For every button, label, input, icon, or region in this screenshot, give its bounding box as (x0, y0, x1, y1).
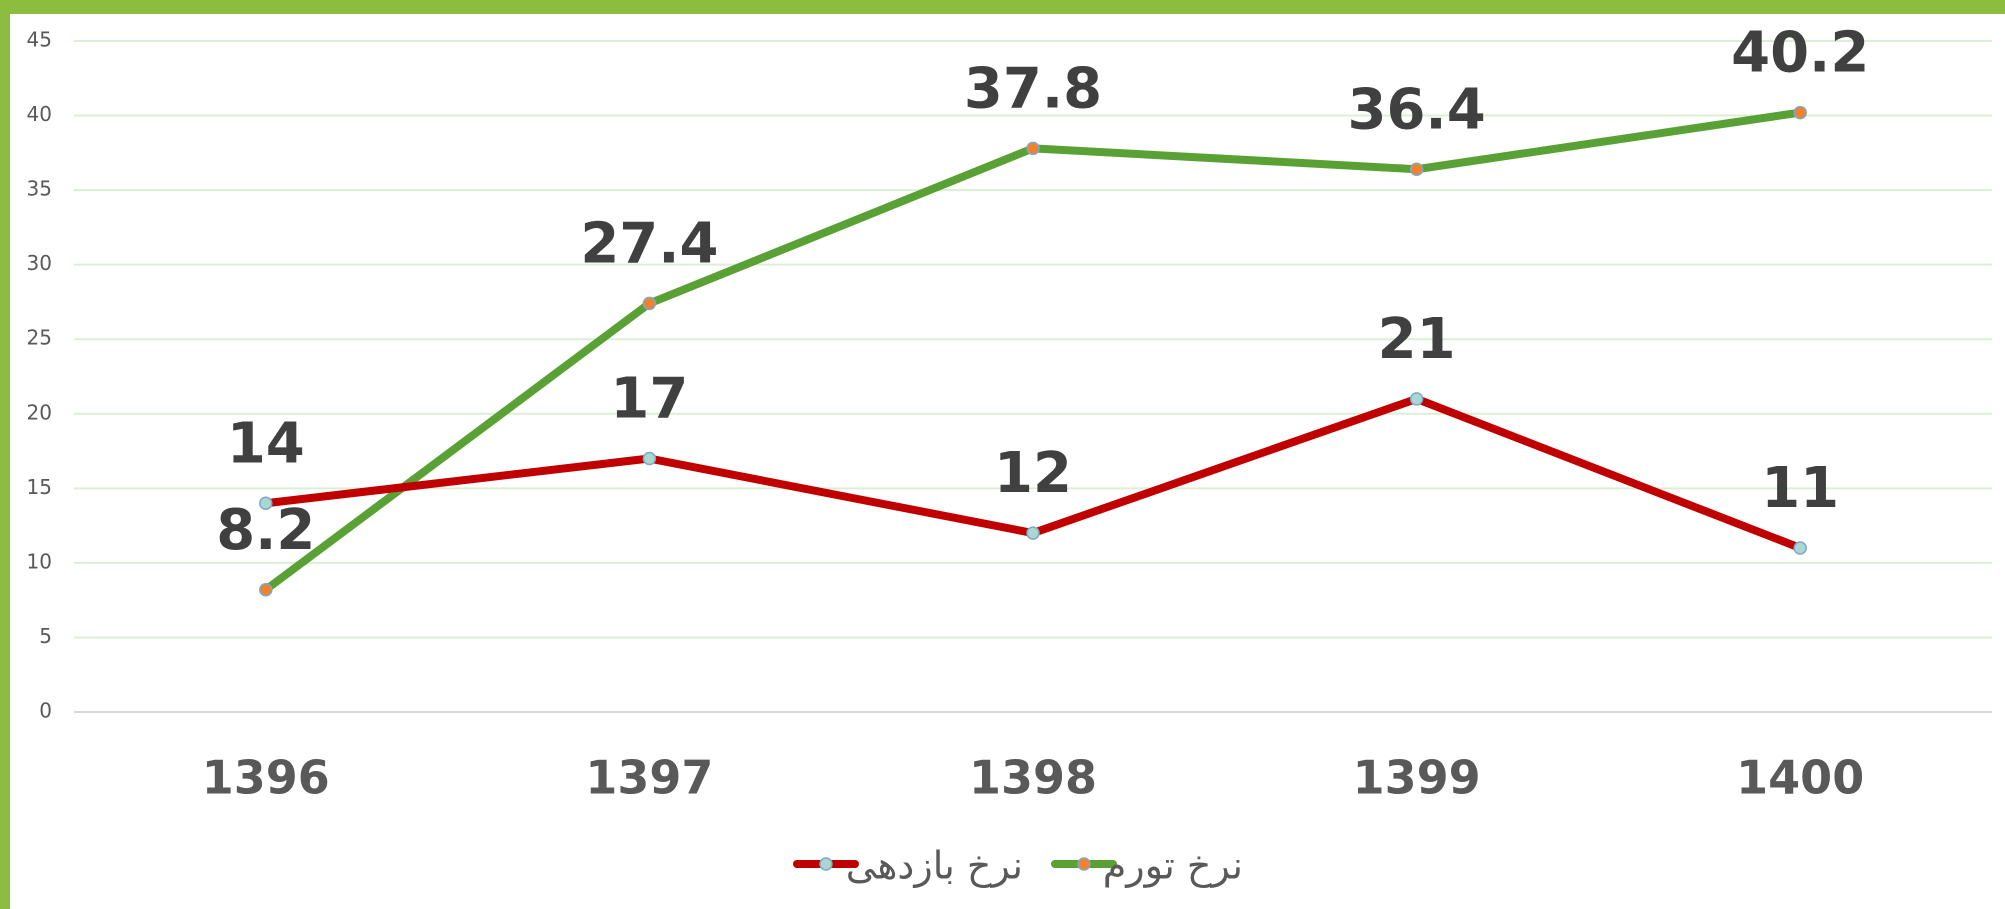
point (642, 296, 657, 311)
data-label: 14 (227, 411, 305, 476)
legend-label: نرخ تورم (1103, 844, 1243, 889)
legend-marker (819, 857, 833, 871)
point (1793, 541, 1807, 555)
data-label: 37.8 (964, 57, 1102, 122)
y-tick-label: 35 (27, 177, 52, 201)
y-tick-label: 5 (39, 624, 52, 648)
x-tick-label: 1396 (202, 751, 330, 805)
y-tick-label: 30 (27, 251, 52, 275)
point (259, 496, 273, 510)
data-label: 11 (1761, 456, 1839, 521)
x-tick-label: 1398 (969, 751, 1097, 805)
point (1793, 105, 1807, 120)
y-tick-label: 25 (27, 326, 52, 350)
data-label: 17 (610, 367, 688, 432)
point (1409, 392, 1424, 406)
y-tick-label: 10 (27, 549, 52, 573)
x-tick-label: 1397 (585, 751, 713, 805)
point (1026, 141, 1040, 156)
legend-label: نرخ بازدهی (846, 844, 1023, 889)
legend-marker (1077, 857, 1091, 871)
x-tick-label: 1400 (1736, 751, 1864, 805)
x-tick-label: 1399 (1353, 751, 1481, 805)
y-tick-label: 0 (39, 699, 52, 723)
y-tick-label: 45 (27, 28, 52, 52)
data-label: 12 (994, 441, 1072, 506)
data-label: 27.4 (580, 212, 718, 277)
y-tick-label: 20 (27, 400, 52, 424)
point (1026, 526, 1040, 540)
data-label: 21 (1378, 307, 1456, 372)
data-label: 40.2 (1731, 21, 1869, 86)
point (642, 451, 657, 466)
data-label: 36.4 (1348, 77, 1486, 142)
y-tick-label: 15 (27, 475, 52, 499)
point (259, 582, 273, 597)
y-tick-label: 40 (27, 102, 52, 126)
frame-left (0, 0, 10, 909)
series-line (263, 108, 1801, 593)
frame-top (0, 0, 2005, 14)
point (1409, 162, 1424, 176)
